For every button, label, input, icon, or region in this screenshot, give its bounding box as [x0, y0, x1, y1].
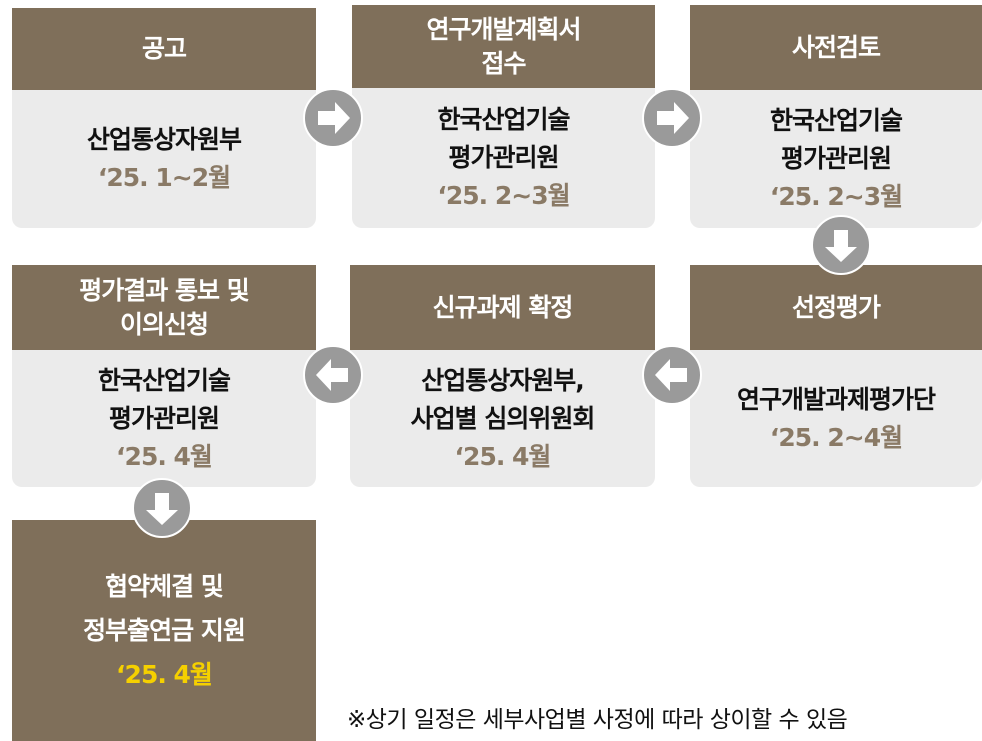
step-title: 평가결과 통보 및 — [79, 275, 249, 305]
note: ※상기 일정은 세부사업별 사정에 따라 상이할 수 있음 — [347, 707, 848, 733]
step-org: 사업별 심의위원회 — [410, 403, 596, 433]
step-header: 사전검토 — [690, 5, 982, 90]
step-org: 한국산업기술 — [97, 365, 231, 395]
arrow-icon — [146, 493, 178, 525]
arrow-icon — [318, 102, 350, 134]
step-title: 연구개발계획서 — [426, 14, 581, 44]
step-title: 협약체결 및 — [105, 571, 224, 601]
step-header: 공고 — [12, 8, 316, 90]
step-date: ‘25. 4월 — [454, 441, 552, 471]
step-title: 이의신청 — [119, 309, 209, 339]
step-org: 한국산업기술 — [769, 106, 903, 135]
step-org: 한국산업기술 — [437, 105, 570, 134]
step-title: 정부출연금 지원 — [83, 615, 246, 645]
arrow-icon — [316, 359, 348, 391]
arrow-icon — [657, 102, 689, 134]
step-org: 산업통상자원부 — [86, 125, 242, 154]
step-date: ‘25. 4월 — [116, 659, 213, 689]
step-body: 산업통상자원부, 사업별 심의위원회 ‘25. 4월 — [350, 350, 655, 487]
step-title: 선정평가 — [791, 292, 881, 322]
step-org: 산업통상자원부, — [421, 365, 584, 395]
arrow-icon — [655, 359, 687, 391]
step-title: 접수 — [481, 48, 526, 78]
step-title: 신규과제 확정 — [432, 292, 574, 322]
step-org: 평가관리원 — [448, 143, 559, 172]
step-title: 공고 — [141, 34, 187, 63]
step-org: 평가관리원 — [108, 403, 220, 433]
step-title: 사전검토 — [791, 32, 881, 62]
step-date: ‘25. 2~4월 — [769, 422, 903, 452]
step-date: ‘25. 2~3월 — [437, 181, 570, 210]
step-header: 신규과제 확정 — [350, 265, 655, 350]
step-header: 선정평가 — [690, 265, 982, 350]
arrow-icon — [825, 230, 857, 262]
step-date: ‘25. 1~2월 — [97, 163, 231, 192]
step-org: 연구개발과제평가단 — [736, 384, 936, 414]
step-body: 연구개발과제평가단 ‘25. 2~4월 — [690, 350, 982, 487]
step-date: ‘25. 4월 — [116, 441, 213, 471]
step-body: 산업통상자원부 ‘25. 1~2월 — [12, 90, 316, 228]
step-date: ‘25. 2~3월 — [769, 182, 903, 211]
step-org: 평가관리원 — [780, 144, 892, 173]
